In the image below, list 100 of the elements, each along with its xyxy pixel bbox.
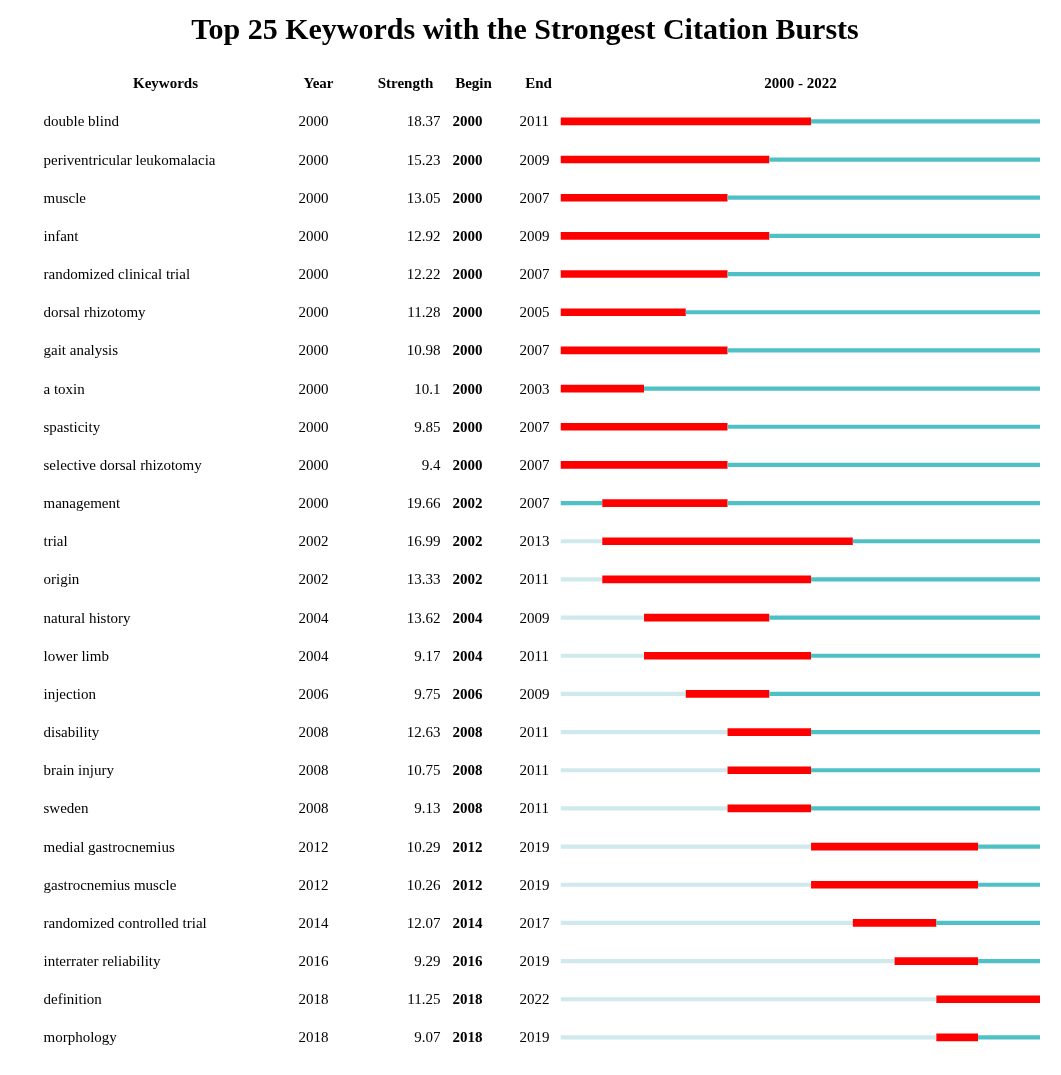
bar	[727, 766, 812, 774]
text: 2000	[298, 418, 329, 435]
text: 2000	[298, 151, 329, 168]
bar	[560, 193, 728, 202]
bar	[936, 920, 1040, 925]
text: 2002	[452, 494, 483, 511]
text: 13.05	[406, 189, 441, 206]
text: 16.99	[406, 533, 441, 550]
bar	[560, 958, 895, 964]
text: 2000	[452, 304, 483, 321]
text: 2009	[519, 609, 550, 626]
y-tick-label: sweden	[43, 800, 89, 817]
text: 2011	[519, 647, 549, 664]
text: 2009	[519, 685, 550, 702]
bar	[602, 499, 728, 507]
bar	[560, 500, 603, 506]
text: 2000	[298, 113, 329, 130]
text: 2014	[452, 914, 483, 931]
bar	[560, 844, 812, 849]
text: 2012	[298, 838, 329, 855]
bar	[560, 1035, 937, 1040]
text: 2007	[519, 189, 550, 206]
text: 10.29	[406, 838, 441, 855]
text: 19.66	[406, 494, 441, 511]
bar	[852, 918, 937, 927]
y-tick-label: double blind	[43, 113, 120, 130]
text: 2022	[519, 991, 550, 1008]
text: Keywords	[133, 75, 199, 92]
y-tick-label: management	[43, 494, 121, 511]
text: 2007	[519, 456, 550, 473]
y-tick-label: disability	[43, 723, 100, 740]
text: 11.28	[407, 304, 441, 321]
bar	[811, 767, 1040, 773]
bar	[811, 806, 1040, 811]
text: 2017	[519, 914, 550, 931]
bar	[560, 346, 728, 355]
text: 9.07	[414, 1029, 441, 1046]
text: 9.29	[414, 952, 441, 969]
text: 2000	[452, 418, 483, 435]
y-tick-label: spasticity	[43, 418, 101, 435]
text: 2013	[519, 533, 550, 550]
text: 2011	[519, 113, 549, 130]
text: 2000	[298, 227, 329, 244]
text: 2008	[452, 800, 483, 817]
text: 2000	[298, 494, 329, 511]
bar	[769, 233, 1040, 238]
y-tick-label: gastrocnemius muscle	[43, 876, 177, 893]
text: Year	[303, 75, 334, 92]
text: 2008	[452, 762, 483, 779]
text: 2016	[452, 952, 483, 969]
bar	[727, 348, 1040, 353]
text: 2004	[452, 647, 483, 664]
bar	[602, 575, 812, 584]
text: 9.75	[414, 685, 441, 702]
bar	[727, 804, 812, 813]
text: 2000	[452, 113, 483, 130]
text: 2012	[452, 876, 483, 893]
bar	[560, 806, 728, 811]
text: 2014	[298, 914, 329, 931]
text: 2012	[452, 838, 483, 855]
text: 2007	[519, 265, 550, 282]
text: Strength	[377, 75, 434, 92]
text: 2004	[298, 647, 329, 664]
text: 10.98	[406, 342, 441, 359]
y-tick-label: randomized clinical trial	[43, 265, 191, 282]
bar	[727, 500, 1040, 506]
bar	[978, 958, 1040, 964]
bar	[560, 231, 770, 240]
y-tick-label: brain injury	[43, 762, 115, 779]
bar	[811, 119, 1040, 124]
text: 2006	[298, 685, 329, 702]
text: 2005	[519, 304, 550, 321]
y-tick-label: a toxin	[43, 380, 86, 397]
bar	[727, 424, 1040, 429]
text: 2000	[298, 189, 329, 206]
y-tick-label: periventricular leukomalacia	[43, 151, 216, 168]
bar	[560, 270, 728, 278]
y-tick-label: lower limb	[43, 647, 109, 664]
bar	[811, 880, 979, 889]
text: 2000	[298, 304, 329, 321]
bar	[560, 422, 728, 431]
bar	[852, 538, 1040, 544]
bar	[560, 155, 770, 164]
text: 2000	[452, 189, 483, 206]
text: 2008	[298, 800, 329, 817]
chart-title: Top 25 Keywords with the Strongest Citation Bursts	[191, 11, 859, 47]
bar	[936, 1033, 979, 1042]
text: 15.23	[406, 151, 441, 168]
bar	[560, 460, 728, 469]
y-tick-label: origin	[43, 571, 80, 588]
bar	[560, 538, 603, 544]
text: 2019	[519, 838, 550, 855]
text: 12.07	[406, 914, 441, 931]
text: 2000	[298, 380, 329, 397]
bar	[560, 729, 728, 735]
text: 2018	[298, 991, 329, 1008]
text: 10.1	[414, 380, 441, 397]
text: 2011	[519, 762, 549, 779]
text: 2009	[519, 151, 550, 168]
y-tick-label: morphology	[43, 1029, 118, 1046]
